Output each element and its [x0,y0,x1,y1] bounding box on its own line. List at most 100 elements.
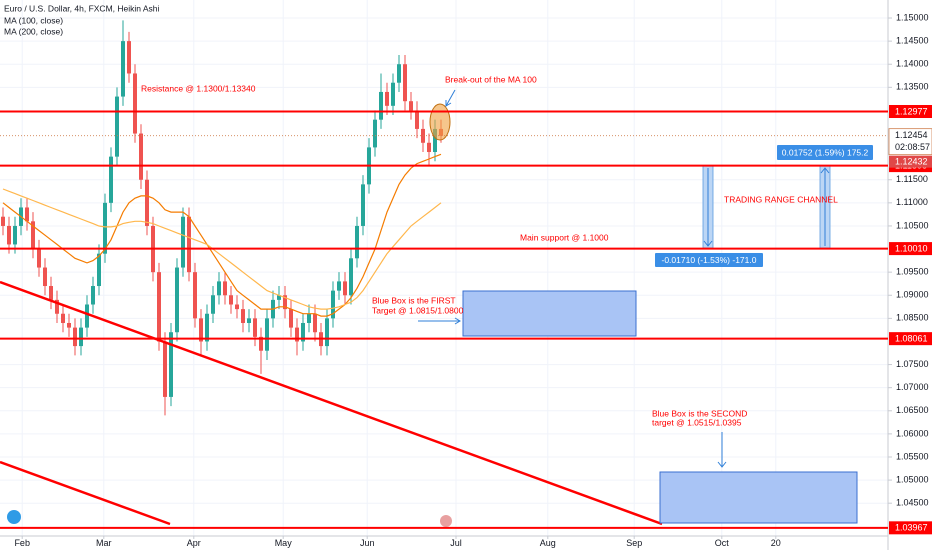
measure-label: -0.01710 (-1.53%) -171.0 [662,255,757,265]
candle-body [343,281,347,296]
moving-averages [2,153,442,317]
annotation: Resistance @ 1.1300/1.13340 [141,83,256,93]
x-tick-label: 20 [771,538,781,548]
y-tick-label: 1.14500 [896,35,929,45]
candle-body [109,156,113,203]
trend-line [0,280,663,526]
candle-body [145,179,149,226]
candle-body [25,207,29,222]
candle-body [157,272,161,342]
annotation: TRADING RANGE CHANNEL [724,194,838,204]
candle-body [121,41,125,97]
candle-body [13,225,17,245]
y-tick-label: 1.13500 [896,82,929,92]
candle-body [247,318,251,323]
candle-body [397,64,401,83]
measure-label-box [655,253,763,267]
arrow [445,89,456,107]
candle-body [403,64,407,102]
candle-body [301,322,305,342]
candle-body [325,318,329,347]
x-tick-label: Jul [450,538,462,548]
legend: Euro / U.S. Dollar, 4h, FXCM, Heikin Ash… [4,3,160,36]
candle-body [187,216,191,273]
candle-body [415,110,419,129]
candle-body [313,313,317,333]
price-label: 1.08061 [895,334,928,344]
annotation: Blue Box is the SECOND [652,408,747,418]
candle-body [277,295,281,300]
candle-body [379,91,383,120]
candle-body [229,295,233,305]
x-tick-label: Mar [96,538,112,548]
candle-body [265,318,269,351]
candle-body [97,253,101,287]
candle-body [139,133,143,180]
candle-body [55,299,59,314]
candle-body [409,101,413,111]
y-tick-label: 1.09500 [896,267,929,277]
candle-body [85,304,89,328]
candle-body [307,313,311,323]
candle-body [175,267,179,333]
candle-body [241,309,245,323]
candle-body [391,82,395,106]
x-tick-label: Apr [187,538,201,548]
y-tick-label: 1.08500 [896,313,929,323]
price-label-box [888,128,932,156]
price-label: 1.12454 [895,130,928,140]
x-tick-label: Oct [715,538,730,548]
price-label-box [889,104,932,118]
candle-body [373,119,377,148]
target-box [659,471,858,524]
y-tick-label: 1.11500 [896,174,928,184]
x-tick-label: Aug [540,538,556,548]
trend-line [0,460,171,526]
candle-body [169,332,173,397]
candle-body [217,281,221,296]
event-icon [440,515,452,527]
y-tick-label: 1.10500 [896,220,929,230]
candle-body [211,295,215,314]
candle-body [259,336,263,351]
logo [7,510,21,524]
drawings [0,89,873,527]
y-tick-label: 1.06500 [896,405,929,415]
candle-body [61,313,65,323]
annotation: Blue Box is the FIRST [372,295,456,305]
candle-body [253,318,257,337]
time-axis [0,536,932,550]
chart-title: Euro / U.S. Dollar, 4h, FXCM, Heikin Ash… [4,3,160,13]
candle-body [91,286,95,305]
candle-body [223,281,227,296]
ma-line [2,153,442,317]
candle-body [127,41,131,74]
candle-body [43,267,47,287]
price-label-box [889,155,932,168]
price-label: 1.12432 [895,157,928,167]
price-axis [888,0,932,550]
y-tick-label: 1.09000 [896,290,929,300]
arrow [418,317,461,325]
candle-body [181,216,185,268]
candle-body [31,221,35,250]
candle-body [349,258,353,296]
candle-body [163,341,167,397]
measure-arrow [820,167,830,246]
y-tick-label: 1.15000 [896,12,929,22]
measure-arrow [703,168,713,247]
candle-body [73,327,77,347]
candle-body [115,96,119,157]
countdown-label: 02:08:57 [895,142,930,152]
y-tick-label: 1.06000 [896,428,929,438]
ma-line [2,188,442,310]
x-tick-label: Feb [14,538,30,548]
price-label-box [889,521,932,535]
annotation: target @ 1.0515/1.0395 [652,417,742,427]
x-tick-label: Jun [360,538,375,548]
y-tick-label: 1.05500 [896,451,929,461]
candles [1,20,443,416]
measure-label-box [777,145,873,160]
